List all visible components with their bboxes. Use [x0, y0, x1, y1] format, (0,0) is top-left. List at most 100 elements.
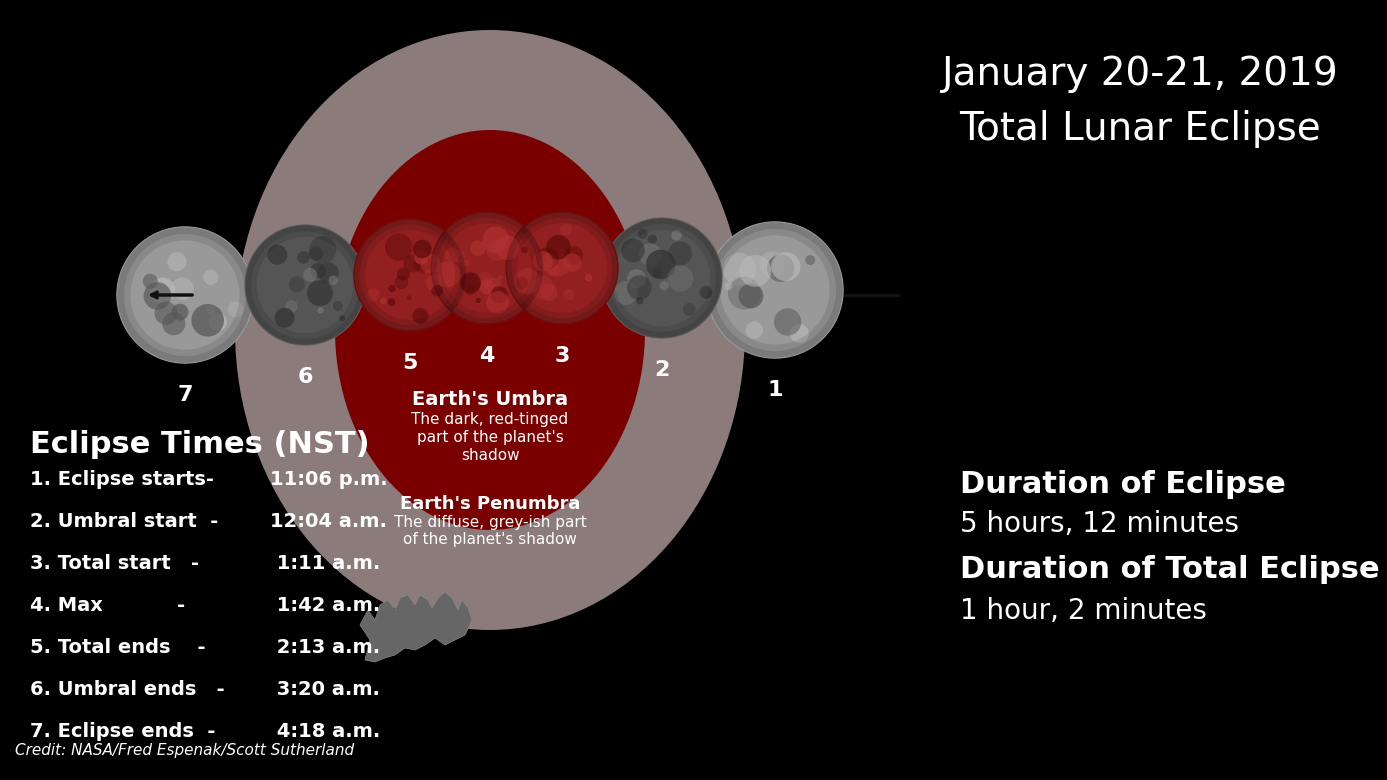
Circle shape — [531, 276, 555, 300]
Circle shape — [207, 305, 216, 314]
Circle shape — [275, 308, 294, 328]
Circle shape — [614, 281, 638, 305]
Circle shape — [470, 240, 485, 256]
Circle shape — [560, 223, 571, 236]
Circle shape — [397, 268, 409, 281]
Text: 4: 4 — [480, 346, 495, 366]
Circle shape — [434, 261, 460, 288]
Circle shape — [297, 251, 309, 264]
Circle shape — [333, 301, 343, 311]
Circle shape — [143, 274, 158, 289]
Circle shape — [406, 296, 412, 300]
Circle shape — [388, 285, 395, 292]
Circle shape — [659, 281, 669, 291]
Circle shape — [533, 251, 553, 271]
Text: 4. Max           -: 4. Max - — [31, 596, 184, 615]
Circle shape — [172, 303, 189, 321]
Circle shape — [522, 246, 528, 254]
Circle shape — [463, 260, 470, 267]
Circle shape — [546, 262, 560, 276]
Circle shape — [318, 262, 338, 283]
Circle shape — [168, 252, 186, 271]
Circle shape — [535, 247, 559, 270]
Circle shape — [767, 254, 795, 282]
Circle shape — [724, 282, 732, 290]
Text: 1. Eclipse starts-: 1. Eclipse starts- — [31, 470, 214, 489]
Circle shape — [487, 291, 509, 314]
Text: of the planet's shadow: of the planet's shadow — [404, 532, 577, 547]
Circle shape — [162, 312, 186, 335]
Circle shape — [652, 268, 663, 278]
Circle shape — [485, 278, 502, 294]
Polygon shape — [361, 592, 472, 662]
Text: Credit: NASA/Fred Espenak/Scott Sutherland: Credit: NASA/Fred Espenak/Scott Sutherla… — [15, 743, 354, 758]
Text: 5. Total ends    -: 5. Total ends - — [31, 638, 205, 657]
Circle shape — [431, 212, 542, 324]
Circle shape — [307, 280, 333, 306]
Circle shape — [268, 245, 287, 264]
Circle shape — [415, 250, 429, 264]
Circle shape — [671, 230, 682, 240]
Ellipse shape — [234, 30, 745, 630]
Circle shape — [602, 218, 723, 338]
Text: 6. Umbral ends   -: 6. Umbral ends - — [31, 680, 225, 699]
Circle shape — [646, 250, 675, 279]
Circle shape — [452, 250, 466, 263]
Text: Earth's Penumbra: Earth's Penumbra — [399, 495, 580, 513]
Circle shape — [191, 304, 223, 336]
Circle shape — [309, 246, 323, 261]
Circle shape — [302, 268, 318, 282]
Circle shape — [728, 277, 760, 310]
Circle shape — [627, 275, 652, 300]
Circle shape — [203, 270, 218, 285]
Circle shape — [491, 286, 508, 303]
Text: 1 hour, 2 minutes: 1 hour, 2 minutes — [960, 597, 1207, 625]
Circle shape — [340, 315, 345, 321]
Circle shape — [707, 222, 843, 358]
Text: shadow: shadow — [460, 448, 519, 463]
Text: The dark, red-tinged: The dark, red-tinged — [412, 412, 569, 427]
Circle shape — [495, 236, 520, 260]
Circle shape — [563, 289, 574, 300]
Circle shape — [516, 277, 528, 289]
Circle shape — [413, 255, 430, 272]
Text: 3:20 a.m.: 3:20 a.m. — [270, 680, 380, 699]
Circle shape — [311, 263, 326, 278]
Circle shape — [386, 233, 412, 261]
Text: 2: 2 — [655, 360, 670, 380]
Circle shape — [515, 268, 540, 294]
Circle shape — [541, 284, 558, 301]
Circle shape — [667, 265, 694, 292]
Circle shape — [477, 271, 492, 287]
Circle shape — [368, 289, 380, 301]
Text: 5: 5 — [402, 353, 417, 373]
Circle shape — [585, 274, 592, 282]
Circle shape — [759, 251, 785, 277]
Circle shape — [466, 285, 476, 296]
Circle shape — [746, 321, 763, 339]
Circle shape — [309, 236, 336, 263]
Text: 12:04 a.m.: 12:04 a.m. — [270, 512, 387, 531]
Text: Earth's Umbra: Earth's Umbra — [412, 390, 569, 409]
Text: Total Lunar Eclipse: Total Lunar Eclipse — [960, 110, 1320, 148]
Circle shape — [621, 239, 645, 262]
Circle shape — [476, 298, 481, 303]
Circle shape — [150, 278, 175, 303]
Circle shape — [487, 239, 509, 261]
Circle shape — [420, 254, 440, 274]
Circle shape — [774, 308, 802, 335]
Circle shape — [288, 276, 305, 292]
Circle shape — [648, 235, 657, 244]
Circle shape — [739, 255, 771, 287]
Circle shape — [394, 275, 408, 289]
Circle shape — [354, 219, 466, 331]
Circle shape — [806, 255, 816, 265]
Circle shape — [445, 247, 460, 263]
Text: 3: 3 — [555, 346, 570, 366]
Text: 1:11 a.m.: 1:11 a.m. — [270, 554, 380, 573]
Circle shape — [284, 300, 298, 313]
Circle shape — [144, 282, 171, 310]
Circle shape — [227, 301, 244, 317]
Circle shape — [669, 242, 692, 265]
Text: January 20-21, 2019: January 20-21, 2019 — [942, 55, 1338, 93]
